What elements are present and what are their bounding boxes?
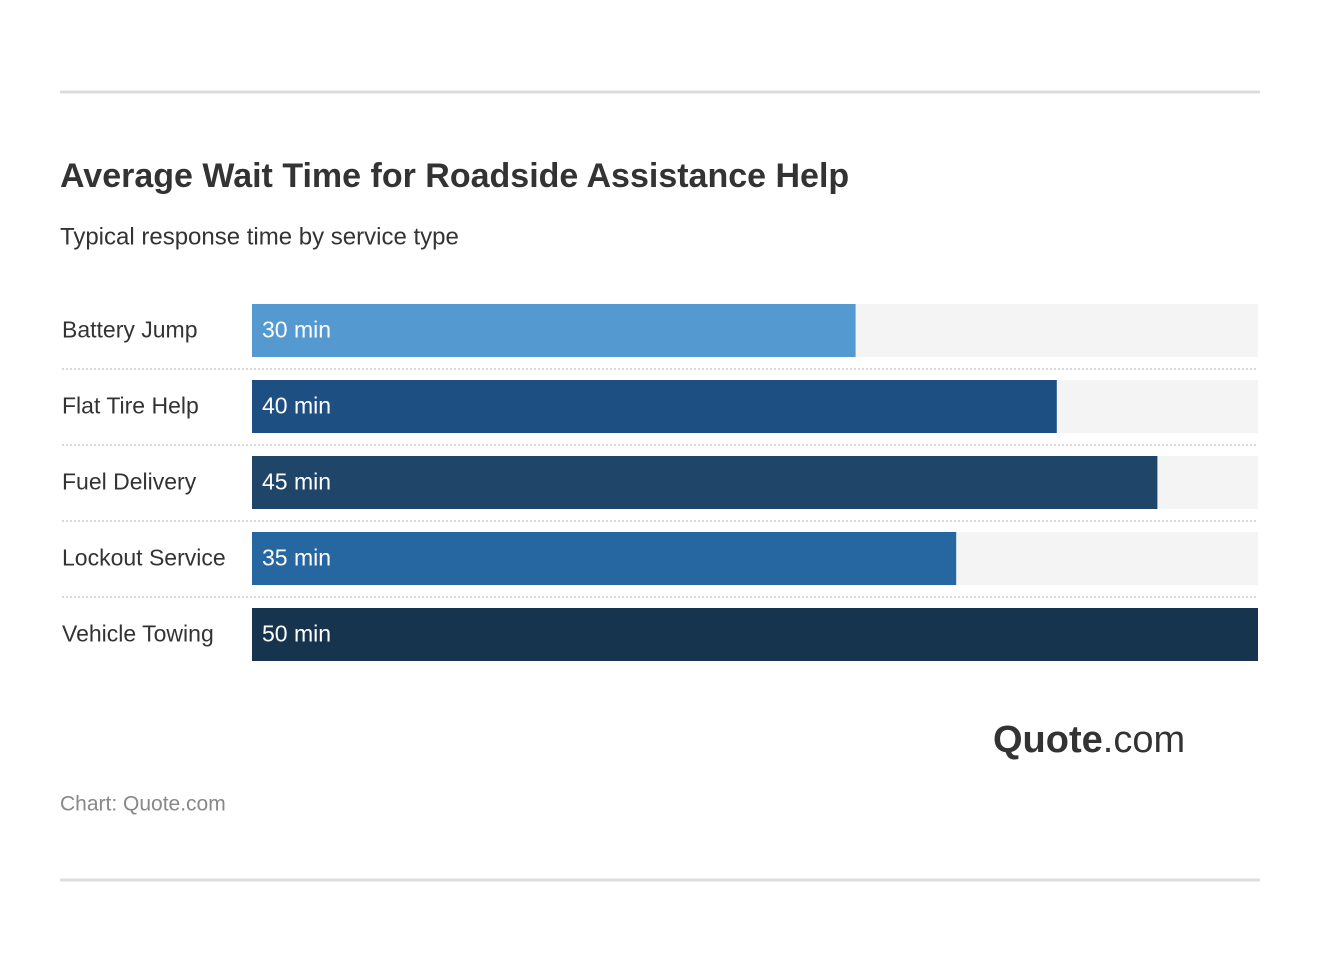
- chart-subtitle: Typical response time by service type: [60, 223, 459, 250]
- bar: [252, 304, 856, 357]
- logo-brand: Quote: [993, 719, 1103, 761]
- bar: [252, 380, 1057, 433]
- category-label: Flat Tire Help: [62, 393, 199, 419]
- bar: [252, 456, 1158, 509]
- value-label: 45 min: [262, 469, 331, 495]
- category-label: Vehicle Towing: [62, 621, 214, 647]
- category-label: Fuel Delivery: [62, 469, 197, 495]
- chart-title: Average Wait Time for Roadside Assistanc…: [60, 157, 849, 195]
- value-label: 35 min: [262, 545, 331, 571]
- bar: [252, 532, 957, 585]
- logo-suffix: .com: [1103, 719, 1185, 761]
- category-label: Lockout Service: [62, 545, 226, 571]
- bar: [252, 608, 1258, 661]
- value-label: 30 min: [262, 317, 331, 343]
- value-label: 50 min: [262, 621, 331, 647]
- value-label: 40 min: [262, 393, 331, 419]
- source: Chart: Quote.com: [60, 793, 226, 816]
- category-label: Battery Jump: [62, 317, 198, 343]
- logo: Quote.com: [993, 719, 1185, 761]
